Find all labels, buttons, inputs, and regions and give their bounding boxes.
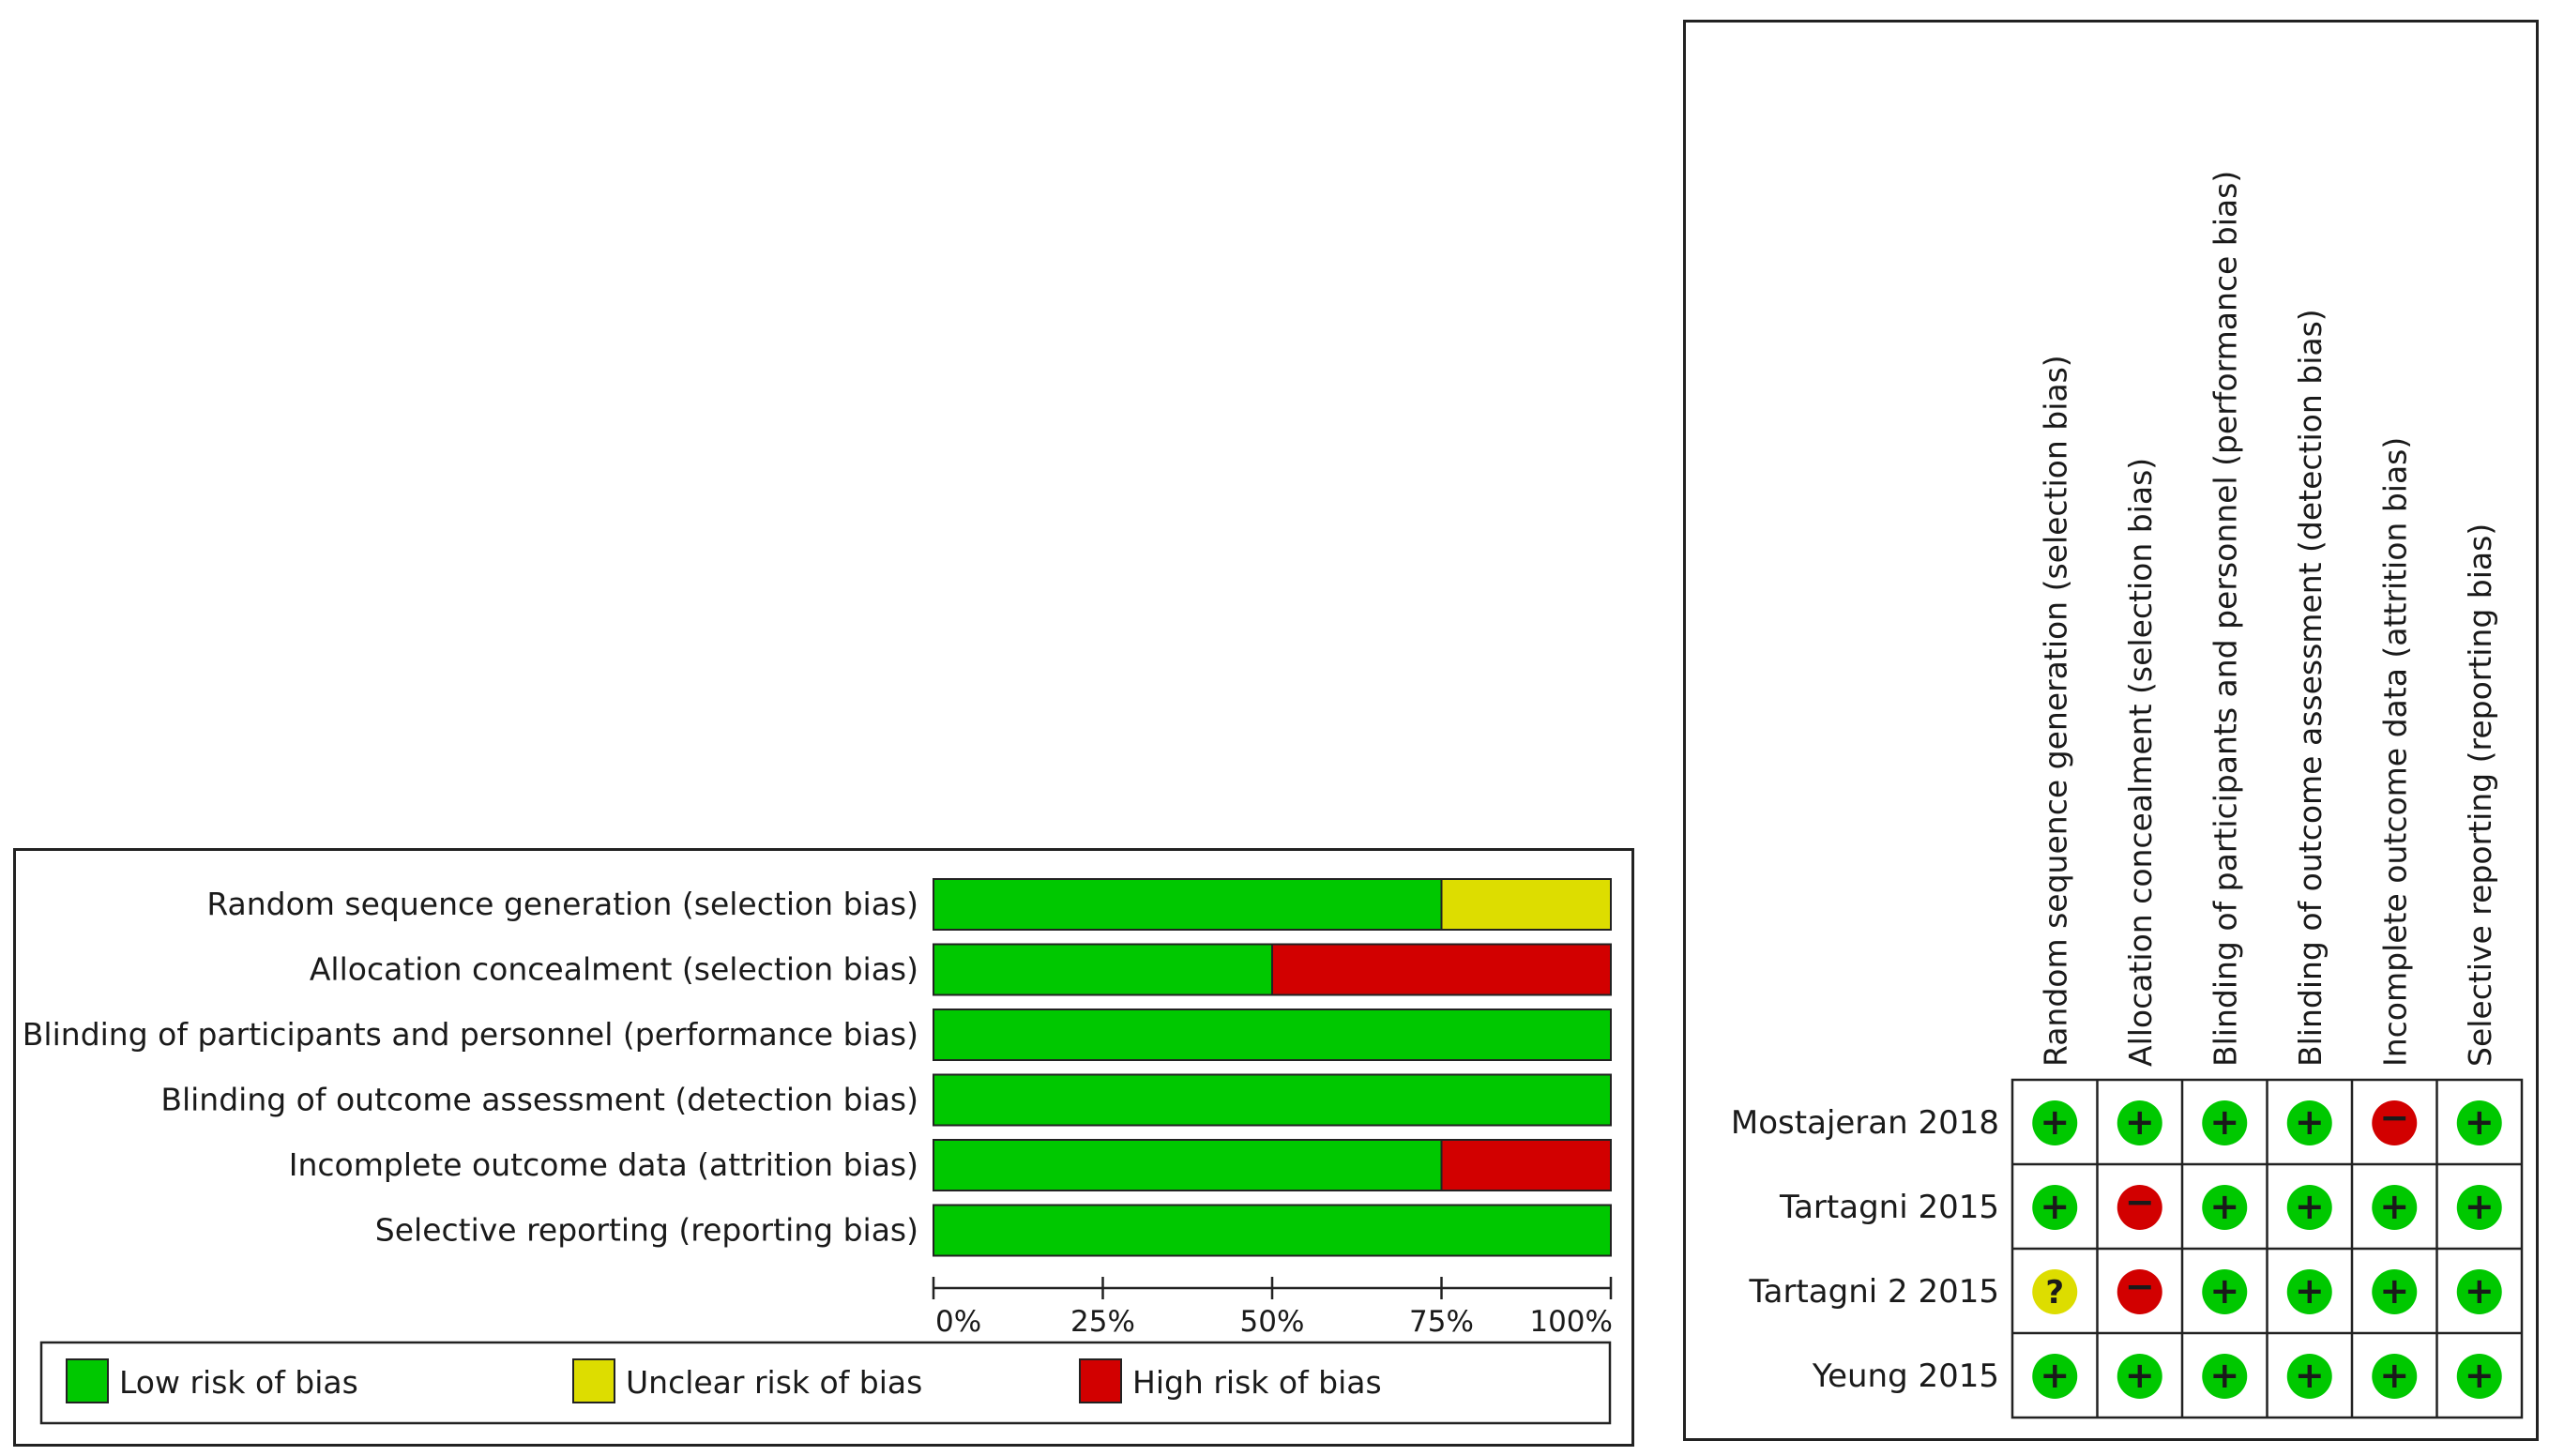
rating-circle-low [2202, 1185, 2248, 1230]
x-tick-label: 0% [935, 1305, 981, 1339]
rating-symbol-low: + [2295, 1186, 2325, 1227]
rating-symbol-low: + [2465, 1355, 2495, 1396]
rating-symbol-low: + [2209, 1101, 2239, 1143]
bar-segment-unclear [1440, 878, 1612, 931]
bar-segment-low [933, 943, 1273, 996]
category-label: Blinding of participants and personnel (… [23, 1016, 918, 1053]
column-header: Random sequence generation (selection bi… [2037, 355, 2073, 1067]
column-header: Blinding of participants and personnel (… [2207, 171, 2243, 1067]
rating-circle-low [2117, 1100, 2162, 1145]
bar-segment-low [933, 878, 1443, 931]
legend-swatch-unclear [572, 1358, 615, 1403]
rating-symbol-low: + [2209, 1355, 2239, 1396]
rating-symbol-low: + [2379, 1270, 2409, 1312]
rating-symbol-low: + [2209, 1186, 2239, 1227]
bar-segment-high [1440, 1139, 1612, 1191]
rating-circle-low [2372, 1269, 2418, 1314]
rating-circle-low [2286, 1269, 2332, 1314]
rating-circle-low [2456, 1100, 2502, 1145]
category-label: Blinding of outcome assessment (detectio… [160, 1082, 918, 1118]
rating-symbol-low: + [2125, 1101, 2155, 1143]
rating-circle-low [2286, 1100, 2332, 1145]
category-label: Allocation concealment (selection bias) [310, 951, 918, 988]
risk-of-bias-graph-svg: Random sequence generation (selection bi… [23, 878, 1613, 1425]
rating-symbol-low: + [2379, 1186, 2409, 1227]
bar-segment-low [933, 1009, 1612, 1061]
x-tick-label: 50% [1240, 1305, 1305, 1339]
rating-symbol-low: + [2465, 1270, 2495, 1312]
rating-symbol-low: + [2379, 1355, 2409, 1396]
legend-label-unclear: Unclear risk of bias [626, 1364, 922, 1401]
legend-swatch-high [1079, 1358, 1122, 1403]
rating-symbol-low: + [2209, 1270, 2239, 1312]
x-tick-label: 25% [1070, 1305, 1135, 1339]
rating-symbol-low: + [2295, 1355, 2325, 1396]
rating-circle-low [2117, 1354, 2162, 1399]
rating-symbol-high: − [2379, 1097, 2409, 1138]
rating-symbol-low: + [2295, 1101, 2325, 1143]
legend-swatch-low [66, 1358, 109, 1403]
bar-segment-low [933, 1073, 1612, 1127]
rating-circle-low [2456, 1269, 2502, 1314]
x-tick-label: 100% [1529, 1305, 1613, 1339]
bar-segment-low [933, 1139, 1443, 1191]
x-tick-label: 75% [1409, 1305, 1474, 1339]
rating-circle-low [2202, 1100, 2248, 1145]
category-label: Random sequence generation (selection bi… [206, 886, 918, 922]
rating-symbol-low: + [2040, 1355, 2070, 1396]
rating-symbol-low: + [2125, 1355, 2155, 1396]
rating-circle-high [2372, 1100, 2418, 1145]
column-header: Incomplete outcome data (attrition bias) [2376, 437, 2413, 1067]
rating-circle-low [2456, 1185, 2502, 1230]
bar-segment-low [933, 1204, 1612, 1257]
legend-box [39, 1341, 1612, 1425]
study-label: Tartagni 2015 [1779, 1189, 1999, 1226]
rating-circle-low [2202, 1354, 2248, 1399]
rating-symbol-unclear: ? [2045, 1274, 2064, 1312]
category-label: Selective reporting (reporting bias) [375, 1212, 918, 1249]
risk-of-bias-summary-svg: Random sequence generation (selection bi… [1731, 171, 2524, 1419]
column-header: Selective reporting (reporting bias) [2462, 523, 2498, 1067]
rating-symbol-low: + [2465, 1186, 2495, 1227]
legend-label-low: Low risk of bias [119, 1364, 358, 1401]
column-header: Blinding of outcome assessment (detectio… [2292, 309, 2329, 1067]
study-label: Mostajeran 2018 [1731, 1104, 1999, 1142]
rating-circle-low [2032, 1354, 2078, 1399]
study-label: Tartagni 2 2015 [1749, 1273, 1999, 1311]
rating-circle-low [2286, 1354, 2332, 1399]
rating-symbol-low: + [2040, 1101, 2070, 1143]
rating-circle-low [2372, 1185, 2418, 1230]
rating-circle-low [2032, 1185, 2078, 1230]
legend-label-high: High risk of bias [1132, 1364, 1382, 1401]
rating-symbol-low: + [2040, 1186, 2070, 1227]
risk-of-bias-graph: Random sequence generation (selection bi… [13, 848, 1634, 1447]
rating-symbol-high: − [2125, 1266, 2155, 1307]
rating-circle-unclear [2032, 1269, 2078, 1314]
risk-of-bias-summary: Random sequence generation (selection bi… [1683, 20, 2539, 1441]
category-label: Incomplete outcome data (attrition bias) [289, 1146, 918, 1183]
bar-segment-high [1271, 943, 1612, 996]
rating-circle-low [2286, 1185, 2332, 1230]
rating-circle-low [2032, 1100, 2078, 1145]
rating-symbol-low: + [2465, 1101, 2495, 1143]
study-label: Yeung 2015 [1812, 1357, 1999, 1395]
rating-symbol-low: + [2295, 1270, 2325, 1312]
rating-circle-low [2202, 1269, 2248, 1314]
rating-circle-low [2372, 1354, 2418, 1399]
rating-circle-high [2117, 1185, 2162, 1230]
column-header: Allocation concealment (selection bias) [2122, 458, 2159, 1067]
rating-circle-low [2456, 1354, 2502, 1399]
rating-symbol-high: − [2125, 1181, 2155, 1222]
rating-circle-high [2117, 1269, 2162, 1314]
